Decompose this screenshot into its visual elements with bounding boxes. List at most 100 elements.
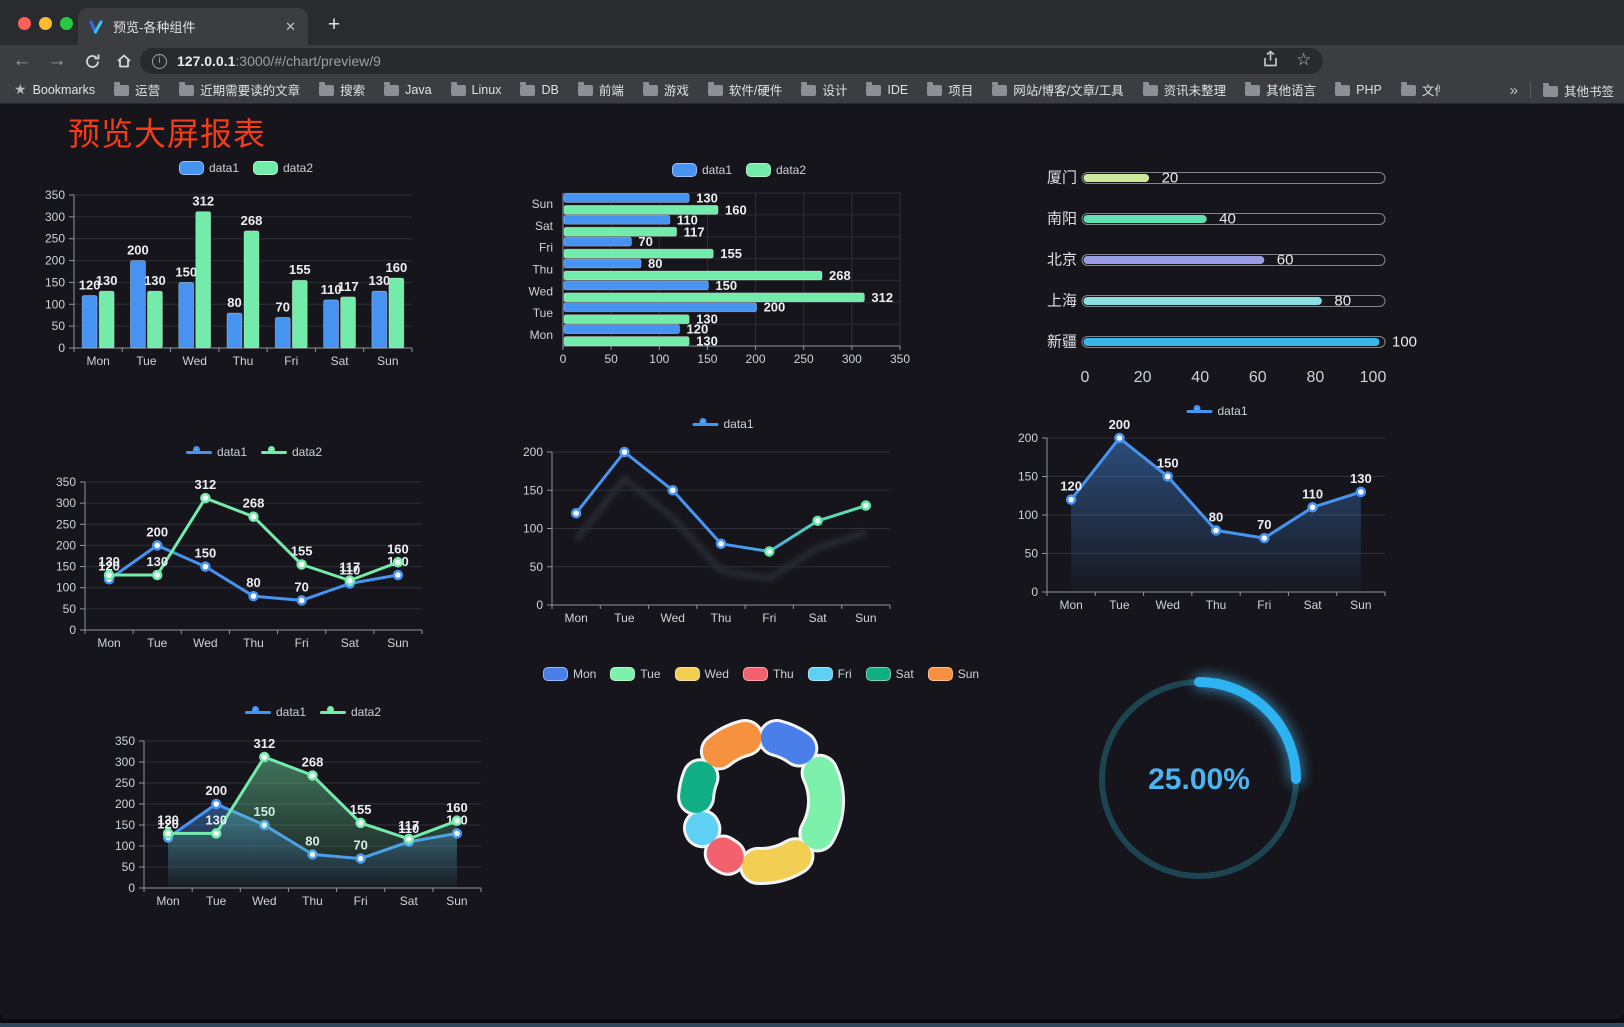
bookmark-folder[interactable]: 设计 (801, 80, 847, 99)
forward-icon[interactable]: → (47, 50, 67, 71)
legend-item[interactable]: Sun (927, 667, 979, 681)
share-icon[interactable] (1262, 50, 1279, 73)
legend-item[interactable]: data2 (320, 705, 381, 719)
bookmark-folder[interactable]: 网站/博客/文章/工具 (992, 80, 1124, 99)
bar-data1[interactable] (563, 193, 690, 203)
legend-item[interactable]: Thu (742, 667, 794, 681)
legend-item[interactable]: data1 (185, 445, 247, 459)
data-point[interactable] (200, 492, 211, 504)
data-point[interactable] (344, 575, 356, 586)
browser-tab[interactable]: 预览-各种组件 ✕ (78, 8, 308, 45)
bar-data1[interactable] (178, 282, 195, 349)
data-point[interactable] (162, 828, 174, 839)
legend-item[interactable]: data1 (244, 705, 306, 719)
data-point[interactable] (860, 500, 872, 511)
bookmarks-overflow-chevron[interactable]: » (1509, 81, 1518, 99)
bookmark-folder[interactable]: 近期需要读的文章 (179, 80, 300, 99)
pie-slice-Tue[interactable] (801, 756, 842, 850)
data-point[interactable] (1065, 494, 1077, 505)
legend-item[interactable]: Mon (542, 667, 596, 681)
pie-slice-Thu[interactable] (706, 837, 744, 873)
bar-data2[interactable] (243, 230, 260, 349)
legend-item[interactable]: data2 (261, 445, 322, 459)
data-point[interactable] (259, 751, 270, 763)
data-point[interactable] (392, 569, 404, 581)
data-point[interactable] (1307, 502, 1318, 513)
data-point[interactable] (210, 828, 222, 839)
pie-slice-Fri[interactable] (685, 812, 719, 846)
legend-item[interactable]: data1 (1186, 404, 1248, 418)
progress-fill[interactable] (1083, 256, 1265, 264)
data-point[interactable] (451, 815, 463, 827)
legend-item[interactable]: data1 (671, 163, 732, 177)
chart-line-two-area[interactable]: 0 50 100 150 200 250 300 350 Mon Tue Wed Thu Fri Sat S… (115, 734, 482, 908)
legend-item[interactable]: data1 (178, 161, 239, 175)
data-point[interactable] (103, 569, 115, 581)
legend-item[interactable]: Sat (865, 667, 914, 681)
bar-data1[interactable] (563, 214, 671, 225)
bookmark-folder[interactable]: 项目 (927, 80, 973, 99)
bar-data1[interactable] (226, 312, 243, 349)
bar-data1[interactable] (371, 290, 388, 349)
reload-icon[interactable] (78, 47, 106, 75)
data-point[interactable] (812, 515, 823, 527)
bar-data2[interactable] (98, 290, 115, 349)
data-point[interactable] (296, 559, 307, 570)
legend-item[interactable]: Wed (674, 667, 729, 681)
data-point[interactable] (355, 817, 366, 829)
data-point[interactable] (715, 538, 727, 550)
bar-data1[interactable] (130, 260, 146, 349)
other-bookmarks-button[interactable]: 其他书签 (1542, 81, 1614, 100)
new-tab-button[interactable]: + (327, 13, 341, 36)
traffic-light-zoom-icon[interactable] (60, 17, 73, 30)
bar-data2[interactable] (291, 279, 308, 349)
bar-data2[interactable] (340, 296, 356, 349)
bookmark-folder[interactable]: IDE (866, 82, 908, 97)
bar-data2[interactable] (563, 205, 719, 215)
bookmark-star-icon[interactable]: ☆ (1296, 50, 1312, 69)
bookmark-folder[interactable]: 运营 (114, 80, 160, 99)
bar-data2[interactable] (563, 336, 690, 346)
bookmark-folder[interactable]: 其他语言 (1245, 80, 1316, 99)
data-point[interactable] (248, 511, 259, 522)
bar-data1[interactable] (563, 324, 680, 334)
legend-item[interactable]: data2 (746, 163, 806, 177)
bookmark-folder[interactable]: 软件/硬件 (707, 80, 782, 99)
data-point[interactable] (764, 546, 775, 557)
bar-data1[interactable] (563, 302, 757, 313)
pie-slice-Mon[interactable] (760, 722, 816, 765)
bar-data2[interactable] (563, 270, 823, 281)
tab-close-icon[interactable]: ✕ (285, 18, 296, 34)
bookmark-folder[interactable]: 搜索 (319, 80, 365, 99)
pie-slice-Sun[interactable] (702, 722, 762, 768)
data-point[interactable] (392, 557, 404, 568)
bar-data2[interactable] (388, 277, 405, 349)
bar-data1[interactable] (563, 236, 632, 247)
bar-data1[interactable] (563, 258, 642, 269)
url-bar[interactable]: i 127.0.0.1:3000/#/chart/preview/9 (140, 48, 1323, 74)
legend-item[interactable]: Fri (807, 667, 852, 681)
data-point[interactable] (151, 569, 163, 581)
chart-progress-bars[interactable]: 厦门 20 南阳 40 北京 60 上海 80 新疆 100 0 20 40 60 80 100 (1047, 170, 1417, 387)
bar-data2[interactable] (147, 290, 163, 349)
bar-data2[interactable] (563, 314, 690, 325)
progress-fill[interactable] (1083, 174, 1150, 182)
chart-line-area[interactable]: 0 50 100 150 200 Mon Tue Wed Thu Fri Sat Sun 120 200 1… (1018, 417, 1386, 612)
gauge-arc[interactable] (1194, 677, 1301, 784)
home-icon[interactable] (110, 47, 138, 75)
bar-data2[interactable] (195, 211, 212, 349)
bar-data1[interactable] (563, 280, 709, 291)
data-point[interactable] (296, 595, 307, 606)
data-point[interactable] (1210, 525, 1222, 536)
data-point[interactable] (1259, 532, 1270, 544)
back-icon[interactable]: ← (12, 50, 32, 71)
chart-grouped-bar[interactable]: 0 50 100 150 200 250 300 350 Mon Tue Wed Thu Fri Sat S… (45, 188, 413, 368)
progress-fill[interactable] (1083, 338, 1380, 346)
data-point[interactable] (200, 561, 211, 572)
data-point[interactable] (1355, 486, 1367, 498)
chart-gauge[interactable]: 25.00% (1099, 677, 1301, 879)
site-info-icon[interactable]: i (152, 53, 167, 69)
bar-data1[interactable] (323, 299, 339, 349)
bookmark-folder[interactable]: Java (384, 82, 432, 97)
